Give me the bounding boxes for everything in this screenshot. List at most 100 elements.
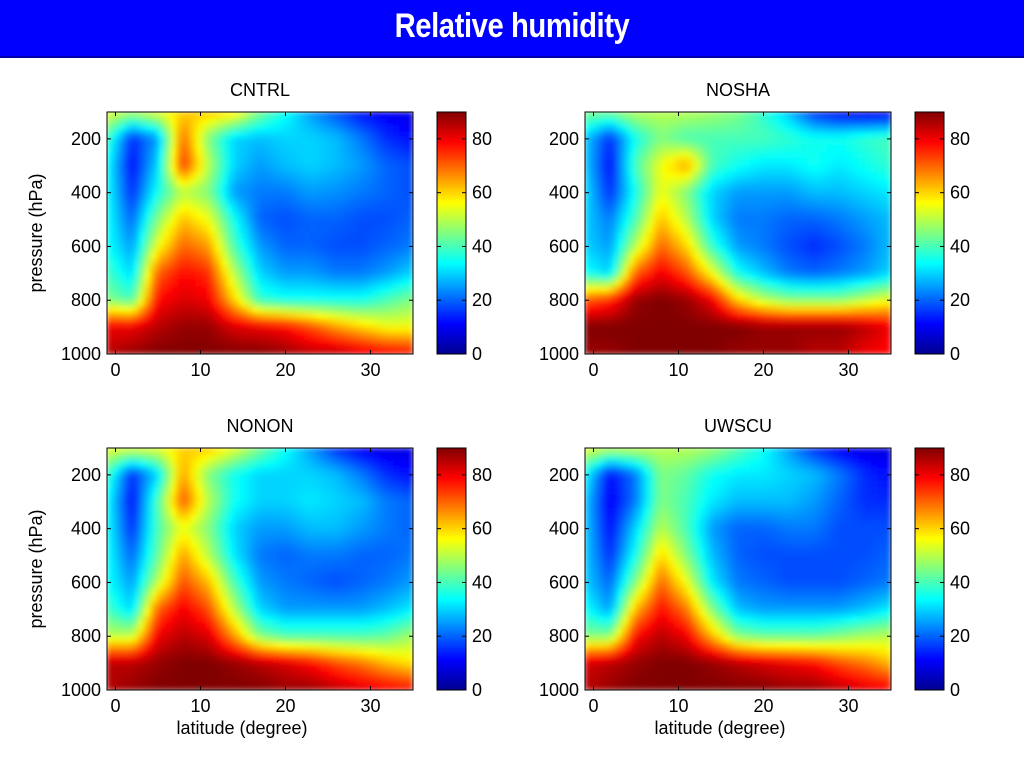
heatmap-cell xyxy=(170,588,178,597)
heatmap-cell xyxy=(724,124,733,133)
heatmap-cell xyxy=(871,198,879,207)
heatmap-cell xyxy=(112,467,121,476)
heatmap-cell xyxy=(731,198,739,207)
heatmap-cell xyxy=(310,232,318,241)
heatmap-cell xyxy=(380,292,389,301)
heatmap-cell xyxy=(138,225,146,234)
heatmap-cell xyxy=(622,171,631,180)
heatmap-cell xyxy=(112,118,121,127)
heatmap-cell xyxy=(284,131,293,140)
heatmap-cell xyxy=(323,474,331,483)
heatmap-cell xyxy=(858,118,867,127)
heatmap-cell xyxy=(272,561,280,570)
heatmap-cell xyxy=(743,306,752,315)
heatmap-cell xyxy=(144,460,153,469)
heatmap-cell xyxy=(826,112,835,120)
heatmap-cell xyxy=(399,313,408,321)
heatmap-cell xyxy=(839,212,847,221)
heatmap-cell xyxy=(272,608,280,617)
heatmap-cell xyxy=(310,481,318,489)
heatmap-cell xyxy=(265,615,274,624)
heatmap-cell xyxy=(367,212,376,221)
heatmap-cell xyxy=(699,118,707,127)
heatmap-cell xyxy=(393,534,401,543)
heatmap-cell xyxy=(705,333,714,342)
heatmap-cell xyxy=(170,460,178,469)
heatmap-cell xyxy=(769,124,777,133)
heatmap-cell xyxy=(170,299,178,308)
heatmap-cell xyxy=(151,454,159,463)
heatmap-cell xyxy=(367,339,376,348)
heatmap-cell xyxy=(731,279,739,288)
heatmap-cell xyxy=(342,138,350,147)
heatmap-cell xyxy=(163,124,172,133)
heatmap-cell xyxy=(259,494,267,503)
heatmap-cell xyxy=(393,346,401,354)
heatmap-cell xyxy=(189,131,197,140)
heatmap-cell xyxy=(310,448,318,456)
heatmap-cell xyxy=(138,272,146,281)
heatmap-cell xyxy=(699,124,707,133)
heatmap-cell xyxy=(335,534,344,543)
heatmap-cell xyxy=(227,212,236,221)
heatmap-cell xyxy=(629,279,637,288)
heatmap-cell xyxy=(163,239,172,248)
heatmap-cell xyxy=(291,118,299,127)
heatmap-cell xyxy=(304,507,312,516)
heatmap-cell xyxy=(291,178,299,187)
heatmap-cell xyxy=(246,494,255,503)
heatmap-cell xyxy=(342,286,350,295)
colorbar-tick-label: 60 xyxy=(950,183,970,203)
heatmap-cell xyxy=(348,138,357,147)
heatmap-cell xyxy=(731,299,739,308)
heatmap-cell xyxy=(367,185,376,194)
heatmap-cell xyxy=(329,185,338,194)
heatmap-cell xyxy=(660,185,669,194)
heatmap-cell xyxy=(182,272,191,281)
heatmap-cell xyxy=(590,245,599,254)
heatmap-cell xyxy=(807,306,816,315)
heatmap-cell xyxy=(654,178,663,187)
heatmap-cell xyxy=(131,245,140,254)
heatmap-cell xyxy=(750,112,758,120)
heatmap-cell xyxy=(259,292,267,301)
heatmap-cell xyxy=(170,286,178,295)
heatmap-cell xyxy=(329,588,338,597)
heatmap-cell xyxy=(151,528,159,536)
heatmap-cell xyxy=(641,319,650,328)
heatmap-cell xyxy=(170,339,178,348)
heatmap-cell xyxy=(182,212,191,221)
heatmap-cell xyxy=(144,642,153,651)
heatmap-cell xyxy=(355,568,363,577)
heatmap-cell xyxy=(265,218,274,227)
heatmap-cell xyxy=(641,151,650,160)
heatmap-cell xyxy=(253,225,261,234)
heatmap-cell xyxy=(138,568,146,577)
heatmap-cell xyxy=(724,138,733,147)
heatmap-cell xyxy=(393,145,401,153)
heatmap-cell xyxy=(189,151,197,160)
heatmap-cell xyxy=(380,272,389,281)
heatmap-cell xyxy=(284,286,293,295)
heatmap-cell xyxy=(692,192,701,200)
heatmap-cell xyxy=(259,339,267,348)
heatmap-cell xyxy=(406,622,413,631)
heatmap-cell xyxy=(871,151,879,160)
heatmap-cell xyxy=(310,145,318,153)
heatmap-cell xyxy=(316,232,325,241)
heatmap-cell xyxy=(609,299,618,308)
heatmap-cell xyxy=(131,346,140,354)
heatmap-cell xyxy=(616,232,624,241)
heatmap-cell xyxy=(335,272,344,281)
heatmap-cell xyxy=(304,319,312,328)
heatmap-cell xyxy=(119,239,127,248)
heatmap-cell xyxy=(807,218,816,227)
heatmap-cell xyxy=(265,487,274,496)
heatmap-cell xyxy=(380,212,389,221)
heatmap-cell xyxy=(304,595,312,604)
heatmap-cell xyxy=(858,205,867,214)
heatmap-cell xyxy=(361,279,369,288)
heatmap-cell xyxy=(170,642,178,651)
heatmap-cell xyxy=(845,145,854,153)
heatmap-cell xyxy=(151,112,159,120)
